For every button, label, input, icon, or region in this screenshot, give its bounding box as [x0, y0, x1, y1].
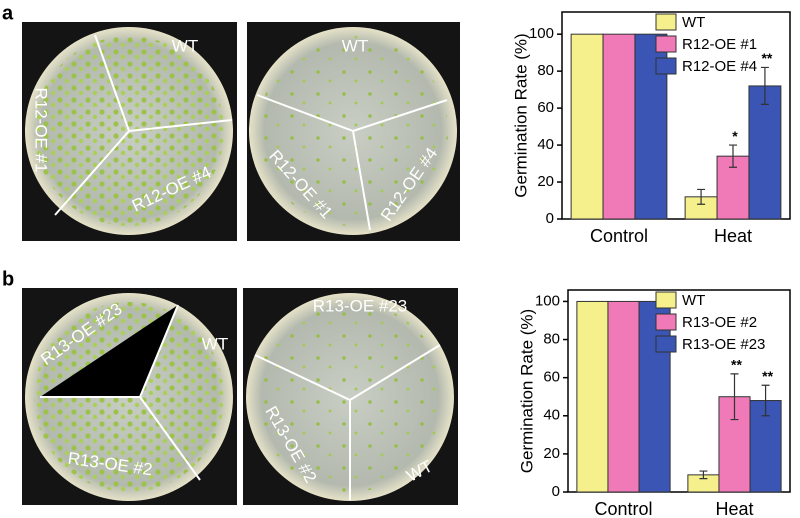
legend-swatch — [655, 57, 677, 75]
y-tick-label: 80 — [543, 331, 560, 348]
y-tick-label: 60 — [537, 99, 554, 116]
error-bar — [760, 66, 769, 106]
significance: ** — [761, 50, 772, 66]
plot-frame — [567, 289, 791, 493]
panel-label: b — [2, 268, 14, 290]
y-tick-label: 40 — [543, 407, 560, 424]
legend-label: WT — [682, 292, 705, 309]
y-tick-label: 0 — [546, 210, 554, 227]
photo — [22, 288, 237, 505]
plate-label: R12-OE #1 — [32, 87, 51, 172]
error-bar — [730, 373, 739, 421]
error-bar — [699, 470, 708, 480]
panel-label: a — [2, 2, 14, 24]
legend-label: R13-OE #2 — [682, 314, 757, 331]
y-tick-label: 100 — [535, 292, 560, 309]
plate-label: WT — [172, 36, 198, 55]
legend-swatch — [655, 335, 677, 353]
error-bar — [729, 144, 737, 168]
significance: * — [732, 128, 738, 144]
y-tick-label: 80 — [537, 62, 554, 79]
legend-label: WT — [682, 14, 705, 31]
y-tick-label: 60 — [543, 369, 560, 386]
bar — [570, 33, 604, 220]
x-tick-label: Control — [594, 499, 652, 518]
y-tick-label: 100 — [529, 25, 554, 42]
legend-label: R13-OE #23 — [682, 336, 765, 353]
x-tick-label: Heat — [714, 226, 752, 246]
legend-label: R12-OE #4 — [682, 58, 757, 75]
significance: ** — [762, 368, 773, 384]
x-tick-label: Heat — [715, 499, 753, 518]
error-bar — [761, 384, 770, 417]
x-tick-label: Control — [590, 226, 648, 246]
error-bar — [697, 188, 706, 205]
photo — [247, 22, 460, 241]
plate-label: WT — [202, 334, 228, 353]
y-axis-label: Germination Rate (%) — [517, 309, 536, 473]
bar — [576, 300, 609, 493]
plate-label: WT — [342, 36, 368, 55]
photo — [22, 22, 237, 241]
legend-swatch — [655, 313, 677, 331]
bar — [638, 300, 671, 493]
y-axis-label: Germination Rate (%) — [511, 33, 530, 197]
significance: ** — [731, 357, 742, 373]
plate-label: R13-OE #23 — [313, 296, 408, 315]
legend-swatch — [655, 291, 677, 309]
plot-frame — [561, 11, 791, 220]
y-tick-label: 20 — [537, 173, 554, 190]
y-tick-label: 0 — [552, 483, 560, 500]
legend-swatch — [655, 35, 677, 53]
legend-label: R12-OE #1 — [682, 36, 757, 53]
bar — [748, 85, 782, 220]
legend-swatch — [655, 13, 677, 31]
y-tick-label: 20 — [543, 445, 560, 462]
y-tick-label: 40 — [537, 136, 554, 153]
photo — [243, 288, 458, 505]
bar — [607, 300, 640, 493]
bar — [602, 33, 636, 220]
